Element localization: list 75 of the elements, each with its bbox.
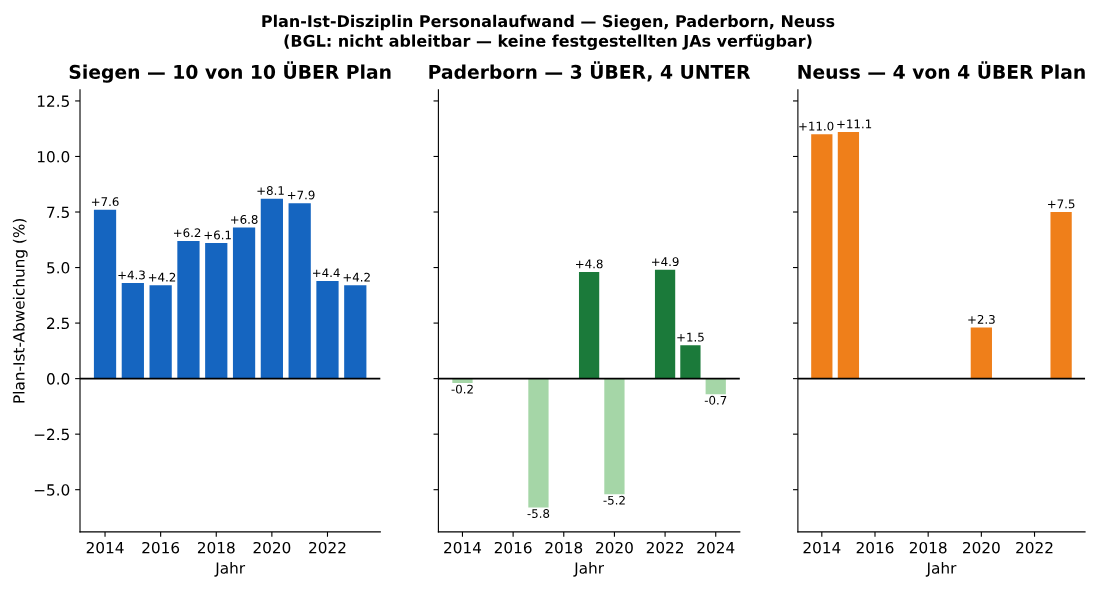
x-tick-label: 2014 [86, 541, 124, 554]
data-label: +4.9 [652, 257, 679, 267]
x-tick-label: 2018 [909, 541, 947, 554]
bar [837, 132, 860, 379]
bar [344, 285, 367, 379]
x-tick-label: 2018 [197, 541, 235, 554]
data-label: +6.8 [230, 214, 258, 224]
text: (BGL: nicht ableitbar — keine festgestellten JAs verfügbar) [284, 34, 812, 51]
chart-title: Siegen — 10 von 10 ÜBER Plan [69, 61, 391, 83]
x-tick-label: 2020 [596, 541, 633, 554]
data-label: +1.5 [677, 332, 704, 342]
y-tick-label: −2.5 [34, 428, 69, 441]
x-tick-label: 2020 [253, 541, 291, 554]
data-label: +4.2 [343, 272, 370, 282]
y-axis-title: Plan-Ist-Abweichung (%) [12, 218, 28, 403]
data-label: +4.2 [148, 272, 176, 282]
x-tick-label: 2016 [856, 541, 894, 554]
data-label: +6.1 [204, 230, 231, 240]
data-label: +4.3 [118, 270, 145, 280]
x-tick-label: 2022 [646, 541, 683, 554]
data-label: +7.9 [287, 190, 315, 200]
x-tick-label: 2014 [803, 541, 841, 554]
x-axis-title: Jahr [573, 561, 605, 577]
x-tick-label: 2022 [309, 541, 346, 554]
data-label: +2.3 [968, 314, 995, 324]
bar [288, 203, 311, 379]
bar [1050, 212, 1072, 379]
y-tick-label: 10.0 [37, 150, 70, 163]
bar [177, 240, 200, 379]
x-axis-title: Jahr [925, 561, 957, 577]
y-tick-label: 5.0 [47, 262, 70, 274]
bar [205, 243, 228, 379]
data-label: -0.2 [451, 384, 473, 394]
data-label: +4.4 [313, 268, 340, 278]
data-label: +4.8 [576, 259, 603, 269]
bar [232, 227, 256, 379]
bar [316, 280, 339, 379]
x-tick-label: 2016 [494, 541, 532, 554]
data-label: +11.1 [837, 119, 872, 129]
bar [970, 327, 992, 379]
x-tick-label: 2016 [142, 541, 180, 554]
data-label: +11.0 [799, 121, 834, 131]
chart-title: Paderborn — 3 ÜBER, 4 UNTER [429, 61, 751, 82]
x-axis-title: Jahr [214, 561, 246, 577]
y-tick-label: 12.5 [37, 95, 69, 107]
bar [528, 378, 549, 508]
x-tick-label: 2014 [444, 541, 482, 554]
x-tick-label: 2018 [545, 541, 583, 554]
bar [452, 378, 473, 384]
chart-title: Neuss — 4 von 4 ÜBER Plan [798, 61, 1085, 79]
bar [260, 198, 283, 379]
data-label: +7.6 [91, 197, 119, 207]
x-tick-label: 2022 [1016, 541, 1053, 554]
y-tick-label: −5.0 [34, 484, 70, 496]
bar [149, 285, 172, 379]
y-tick-label: 7.5 [47, 206, 69, 219]
y-tick-label: 2.5 [47, 317, 69, 330]
y-tick-label: 0.0 [47, 373, 70, 385]
bar [121, 283, 144, 379]
bar [578, 271, 600, 379]
data-label: -0.7 [704, 395, 727, 405]
x-tick-label: 2024 [697, 541, 735, 554]
bar [604, 378, 625, 495]
bar [705, 378, 726, 395]
data-label: -5.8 [527, 509, 550, 518]
x-tick-label: 2020 [963, 541, 1000, 554]
data-label: +6.2 [173, 228, 201, 238]
data-label: -5.2 [603, 495, 625, 505]
data-label: +7.5 [1048, 199, 1075, 209]
data-label: +8.1 [257, 186, 284, 196]
bar [654, 269, 676, 379]
bar [811, 134, 833, 379]
text: Plan-Ist-Disziplin Personalaufwand — Siegen, Paderborn, Neuss [262, 14, 835, 31]
bar [680, 345, 701, 379]
bar [93, 209, 117, 379]
